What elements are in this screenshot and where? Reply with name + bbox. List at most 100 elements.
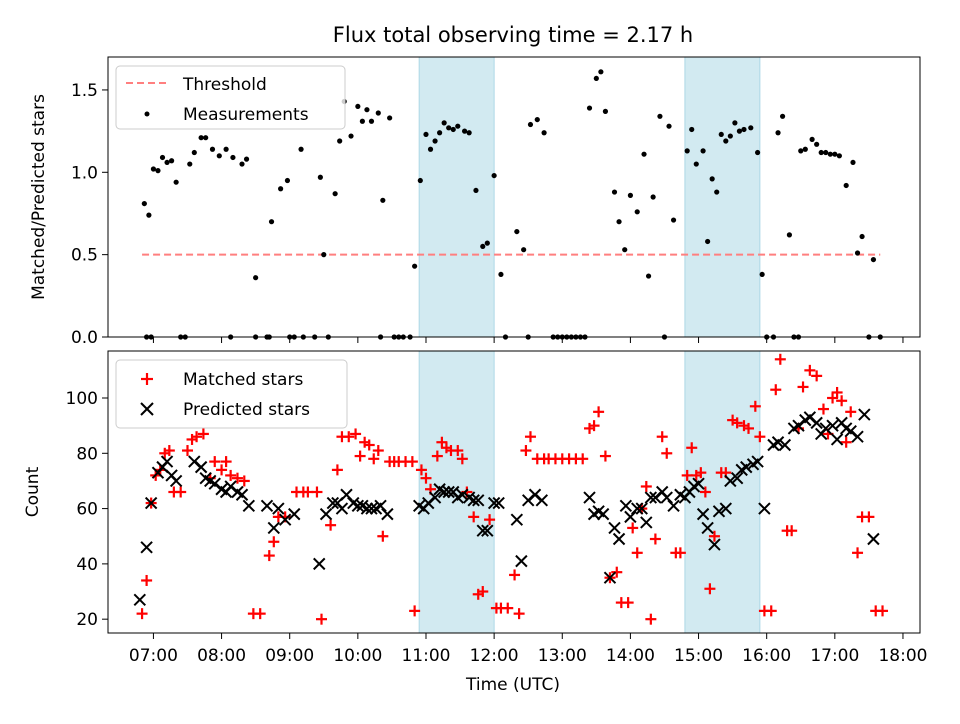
bottom-x-ticks: 07:00 08:00 09:00 10:00 11:00 12:00 13:00 14:00… xyxy=(129,633,927,666)
measurement-point-21 xyxy=(278,186,284,192)
x-tick-label-4: 10:00 xyxy=(333,646,382,666)
shaded-interval-1 xyxy=(418,56,495,338)
top-plot-frame xyxy=(107,56,921,338)
predicted-star-point-94 xyxy=(758,502,771,515)
matched-star-point-42 xyxy=(377,530,389,542)
measurement-point-4 xyxy=(155,168,161,174)
matched-stars-points xyxy=(136,353,889,625)
predicted-star-point-71 xyxy=(635,502,648,515)
measurement-point-10 xyxy=(191,149,197,156)
matched-star-point-100 xyxy=(699,486,711,498)
x-tick-label-10: 16:00 xyxy=(742,646,791,666)
matched-star-point-99 xyxy=(695,467,707,479)
matched-star-point-125 xyxy=(836,395,848,407)
measurement-point-36 xyxy=(387,115,393,121)
predicted-star-point-89 xyxy=(730,471,744,485)
matched-star-point-15 xyxy=(209,456,221,468)
measurement-point-3 xyxy=(150,166,157,172)
measurement-point-39 xyxy=(423,131,429,138)
top-legend-box xyxy=(115,65,346,130)
top-shaded-intervals xyxy=(418,56,761,338)
matched-star-point-128 xyxy=(852,547,864,559)
measurement-point-24 xyxy=(317,174,323,180)
legend-predicted-swatch xyxy=(140,402,154,416)
predicted-star-point-64 xyxy=(596,507,610,521)
measurement-point-44 xyxy=(446,125,452,131)
matched-star-point-106 xyxy=(731,417,743,429)
predicted-star-point-34 xyxy=(360,502,374,515)
measurement-point-76 xyxy=(693,161,699,167)
measurement-point-15 xyxy=(223,146,229,152)
matched-star-point-92 xyxy=(656,431,668,443)
predicted-star-point-57 xyxy=(515,554,528,568)
y-tick-label-2: 0.5 xyxy=(71,246,98,266)
matched-star-point-36 xyxy=(350,428,362,440)
measurement-point-101 xyxy=(836,153,842,159)
measurement-point-38 xyxy=(417,177,423,184)
measurement-point-99 xyxy=(827,151,833,157)
measurement-point-26 xyxy=(332,191,338,197)
predicted-star-point-83 xyxy=(696,507,710,521)
y-tick-label-2: 40 xyxy=(76,555,98,575)
matched-star-point-102 xyxy=(708,530,720,542)
measurement-point-61 xyxy=(598,69,604,75)
predicted-star-point-66 xyxy=(608,521,621,535)
predicted-star-point-77 xyxy=(667,499,680,513)
predicted-star-point-61 xyxy=(583,491,596,504)
predicted-star-point-73 xyxy=(644,491,658,504)
matched-star-point-20 xyxy=(238,475,250,487)
matched-star-point-95 xyxy=(674,547,686,559)
measurement-point-93 xyxy=(798,148,804,154)
x-axis-label: Time (UTC) xyxy=(465,675,560,695)
measurement-point-9 xyxy=(187,161,193,167)
measurement-point-68 xyxy=(641,151,647,157)
matched-star-point-56 xyxy=(452,445,464,457)
matched-star-point-83 xyxy=(611,566,623,578)
predicted-star-point-10 xyxy=(194,460,208,474)
measurement-point-25 xyxy=(321,252,327,258)
y-tick-label-5: 100 xyxy=(66,389,98,409)
matched-star-point-108 xyxy=(743,422,755,434)
legend-matched-label: Matched stars xyxy=(183,370,303,390)
measurement-point-64 xyxy=(616,219,622,225)
measurement-point-63 xyxy=(611,189,618,195)
measurement-point-41 xyxy=(432,138,438,144)
matched-star-point-19 xyxy=(231,472,243,484)
measurement-point-91 xyxy=(779,113,786,119)
matched-star-point-130 xyxy=(863,511,875,523)
measurement-point-104 xyxy=(854,250,861,256)
matched-star-point-57 xyxy=(456,453,468,465)
measurement-point-80 xyxy=(714,189,720,195)
measurement-point-59 xyxy=(586,105,593,111)
matched-star-point-119 xyxy=(804,364,816,376)
measurement-point-31 xyxy=(359,118,365,124)
measurement-point-19 xyxy=(253,275,259,281)
shaded-interval-1 xyxy=(418,350,495,634)
measurement-point-69 xyxy=(645,273,652,279)
measurement-point-65 xyxy=(622,247,628,253)
predicted-star-point-21 xyxy=(267,521,281,535)
measurement-point-102 xyxy=(843,182,849,189)
measurement-point-48 xyxy=(466,130,472,136)
predicted-star-point-65 xyxy=(603,571,617,584)
measurement-point-92 xyxy=(786,232,792,238)
measurement-point-96 xyxy=(814,141,820,147)
predicted-star-point-72 xyxy=(640,516,653,529)
matched-star-point-85 xyxy=(622,597,634,609)
predicted-star-point-93 xyxy=(751,455,764,468)
measurement-point-72 xyxy=(666,123,672,129)
x-tick-label-7: 13:00 xyxy=(538,646,587,666)
matched-star-point-16 xyxy=(216,464,228,476)
bottom-plot-frame xyxy=(107,350,921,634)
measurement-point-51 xyxy=(484,240,490,246)
predicted-star-point-87 xyxy=(719,502,733,515)
measurement-point-34 xyxy=(375,110,381,116)
predicted-star-point-111 xyxy=(858,408,871,421)
matched-star-point-53 xyxy=(436,436,448,448)
matched-star-point-80 xyxy=(593,406,605,418)
matched-star-point-50 xyxy=(420,472,432,484)
predicted-star-point-29 xyxy=(335,502,349,515)
matched-star-point-7 xyxy=(163,445,175,457)
predicted-star-point-20 xyxy=(260,499,274,513)
